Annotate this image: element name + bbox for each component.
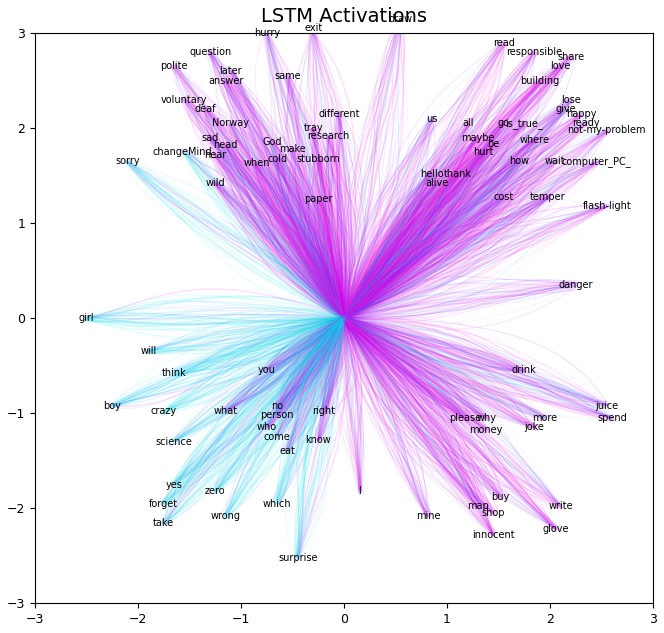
Text: flash-light: flash-light — [582, 201, 631, 211]
Text: head: head — [213, 141, 238, 150]
Text: hurt: hurt — [473, 147, 493, 157]
Text: give: give — [555, 104, 576, 114]
Text: yes: yes — [166, 480, 183, 489]
Text: glove: glove — [542, 524, 568, 534]
Text: write: write — [548, 501, 573, 511]
Text: question: question — [189, 47, 231, 57]
Text: make: make — [279, 144, 306, 154]
Text: why: why — [476, 413, 496, 423]
Text: spend: spend — [597, 413, 627, 423]
Text: think: think — [162, 368, 187, 379]
Text: all: all — [462, 118, 473, 128]
Text: hello: hello — [420, 169, 444, 179]
Text: joke: joke — [525, 422, 544, 432]
Text: polite: polite — [161, 61, 188, 72]
Text: shop: shop — [481, 508, 505, 518]
Text: money: money — [469, 425, 503, 436]
Text: right: right — [312, 406, 335, 417]
Text: research: research — [307, 130, 350, 141]
Text: answer: answer — [208, 75, 243, 85]
Text: paper: paper — [304, 194, 333, 204]
Text: where: where — [520, 134, 550, 144]
Text: us: us — [426, 113, 438, 123]
Text: more: more — [533, 413, 558, 423]
Text: ready: ready — [572, 118, 600, 128]
Text: draw: draw — [388, 14, 413, 24]
Text: building: building — [520, 75, 560, 85]
Text: happy: happy — [566, 109, 596, 119]
Text: what: what — [214, 406, 238, 417]
Text: different: different — [318, 109, 360, 119]
Text: person: person — [260, 410, 294, 420]
Text: mine: mine — [416, 511, 441, 521]
Text: forget: forget — [149, 499, 179, 508]
Text: wait: wait — [545, 156, 566, 166]
Text: drink: drink — [512, 365, 537, 375]
Text: changeMind_: changeMind_ — [152, 146, 216, 158]
Text: stubborn: stubborn — [296, 154, 340, 163]
Text: responsible: responsible — [507, 47, 562, 57]
Text: come: come — [264, 432, 290, 442]
Text: is_true_: is_true_ — [505, 118, 543, 128]
Text: please: please — [450, 413, 481, 423]
Text: crazy: crazy — [151, 406, 177, 417]
Text: buy: buy — [491, 492, 510, 502]
Text: which: which — [263, 499, 291, 508]
Text: tray: tray — [303, 123, 323, 133]
Text: God: God — [262, 137, 282, 147]
Text: no: no — [271, 401, 283, 411]
Text: wild: wild — [205, 179, 225, 188]
Text: same: same — [274, 71, 301, 81]
Text: danger: danger — [558, 280, 593, 290]
Text: zero: zero — [205, 486, 226, 496]
Text: be: be — [487, 139, 499, 149]
Text: l: l — [358, 486, 361, 496]
Text: Norway: Norway — [212, 118, 249, 128]
Text: maybe: maybe — [461, 132, 495, 142]
Text: go: go — [498, 118, 510, 128]
Text: science: science — [155, 437, 193, 447]
Text: love: love — [550, 61, 570, 72]
Text: take: take — [153, 518, 175, 527]
Text: juice: juice — [595, 401, 618, 411]
Text: temper: temper — [531, 192, 566, 201]
Text: sorry: sorry — [116, 156, 140, 166]
Text: boy: boy — [104, 401, 122, 411]
Text: who: who — [257, 422, 277, 432]
Text: know: know — [305, 435, 331, 445]
Text: voluntary: voluntary — [161, 94, 208, 104]
Text: surprise: surprise — [278, 553, 317, 563]
Text: cost: cost — [493, 192, 514, 201]
Text: thank: thank — [444, 169, 471, 179]
Text: how: how — [509, 156, 529, 166]
Text: you: you — [258, 365, 276, 375]
Text: hear: hear — [205, 150, 226, 160]
Title: LSTM Activations: LSTM Activations — [261, 7, 427, 26]
Text: lose: lose — [561, 94, 580, 104]
Text: wrong: wrong — [210, 511, 240, 521]
Text: map: map — [467, 501, 489, 511]
Text: exit: exit — [304, 23, 322, 34]
Text: when: when — [243, 158, 270, 168]
Text: girl: girl — [79, 313, 94, 323]
Text: alive: alive — [425, 179, 448, 188]
Text: computer_PC_: computer_PC_ — [562, 156, 631, 167]
Text: sad: sad — [202, 132, 219, 142]
Text: hurry: hurry — [254, 28, 280, 38]
Text: share: share — [557, 52, 584, 62]
Text: cold: cold — [267, 154, 288, 163]
Text: deaf: deaf — [195, 104, 216, 114]
Text: read: read — [493, 37, 515, 47]
Text: later: later — [220, 66, 242, 76]
Text: innocent: innocent — [472, 530, 515, 540]
Text: eat: eat — [280, 446, 295, 456]
Text: will: will — [140, 346, 157, 356]
Text: not-my-problem: not-my-problem — [568, 125, 646, 135]
